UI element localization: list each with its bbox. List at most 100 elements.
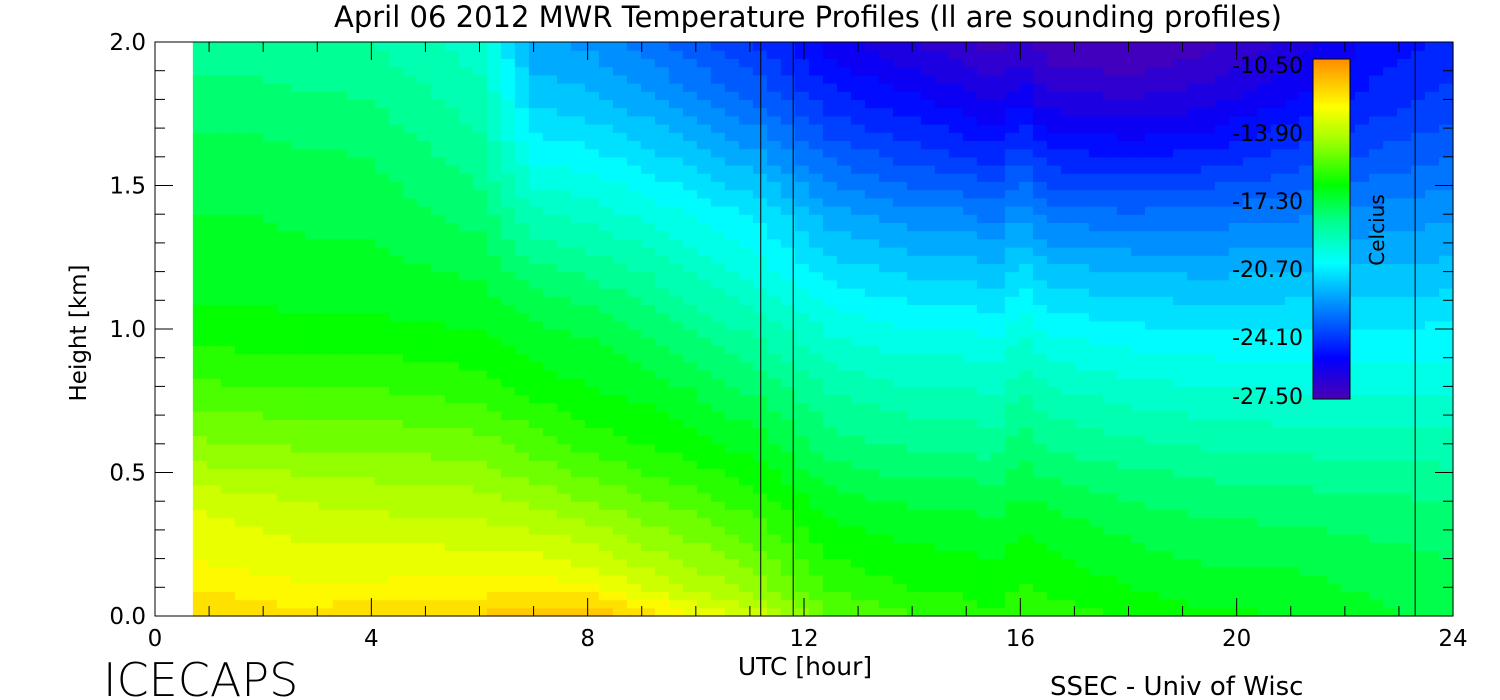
heatmap-cell <box>920 197 936 207</box>
heatmap-cell <box>1074 320 1090 330</box>
heatmap-cell <box>822 83 838 92</box>
heatmap-cell <box>836 386 852 396</box>
heatmap-cell <box>332 263 348 273</box>
heatmap-cell <box>1046 197 1062 207</box>
heatmap-cell <box>654 378 670 387</box>
heatmap-cell <box>1102 296 1118 305</box>
heatmap-cell <box>1172 427 1188 437</box>
heatmap-cell <box>892 132 908 141</box>
heatmap-cell <box>640 222 656 232</box>
heatmap-cell <box>584 468 600 478</box>
heatmap-cell <box>612 83 628 92</box>
heatmap-cell <box>1144 115 1160 125</box>
heatmap-cell <box>542 271 558 281</box>
heatmap-cell <box>276 197 292 207</box>
heatmap-cell <box>556 427 572 437</box>
heatmap-cell <box>892 534 908 543</box>
heatmap-cell <box>570 427 586 437</box>
heatmap-cell <box>1172 337 1188 346</box>
heatmap-cell <box>1116 402 1132 412</box>
heatmap-cell <box>514 419 530 428</box>
heatmap-cell <box>500 443 516 453</box>
heatmap-cell <box>458 66 474 76</box>
heatmap-cell <box>542 165 558 174</box>
heatmap-cell <box>500 66 516 76</box>
heatmap-cell <box>542 156 558 166</box>
heatmap-cell <box>682 484 698 494</box>
heatmap-cell <box>878 181 894 191</box>
heatmap-cell <box>780 329 796 338</box>
heatmap-cell <box>1158 206 1174 215</box>
heatmap-cell <box>486 165 502 174</box>
heatmap-cell <box>710 509 726 519</box>
heatmap-cell <box>1172 583 1188 592</box>
heatmap-cell <box>724 58 740 68</box>
heatmap-cell <box>556 443 572 453</box>
heatmap-cell <box>444 525 460 535</box>
heatmap-cell <box>500 402 516 412</box>
heatmap-cell <box>304 189 320 199</box>
heatmap-cell <box>556 558 572 568</box>
heatmap-cell <box>528 599 544 609</box>
heatmap-cell <box>500 296 516 305</box>
heatmap-cell <box>850 255 866 264</box>
heatmap-cell <box>906 575 922 584</box>
heatmap-cell <box>1004 501 1020 510</box>
heatmap-cell <box>416 345 432 355</box>
heatmap-cell <box>654 320 670 330</box>
heatmap-cell <box>318 156 334 166</box>
heatmap-cell <box>808 361 824 371</box>
heatmap-cell <box>752 304 768 314</box>
heatmap-cell <box>906 493 922 502</box>
heatmap-cell <box>794 91 810 100</box>
heatmap-cell <box>374 312 390 322</box>
heatmap-cell <box>1004 599 1020 609</box>
heatmap-cell <box>304 452 320 461</box>
heatmap-cell <box>472 99 488 109</box>
heatmap-cell <box>752 91 768 100</box>
heatmap-cell <box>262 378 278 387</box>
heatmap-cell <box>206 443 222 453</box>
heatmap-cell <box>808 74 824 84</box>
heatmap-cell <box>920 361 936 371</box>
heatmap-cell <box>402 263 418 273</box>
heatmap-cell <box>234 591 250 601</box>
heatmap-cell <box>234 337 250 346</box>
heatmap-cell <box>822 214 838 223</box>
heatmap-cell <box>766 74 782 84</box>
heatmap-cell <box>1158 443 1174 453</box>
heatmap-cell <box>248 99 264 109</box>
heatmap-cell <box>822 132 838 141</box>
heatmap-cell <box>500 140 516 150</box>
heatmap-cell <box>598 550 614 560</box>
heatmap-cell <box>276 140 292 150</box>
heatmap-cell <box>808 517 824 527</box>
heatmap-cell <box>584 181 600 191</box>
heatmap-cell <box>514 517 530 527</box>
heatmap-cell <box>1032 558 1048 568</box>
heatmap-cell <box>528 312 544 322</box>
heatmap-cell <box>654 279 670 289</box>
heatmap-cell <box>206 370 222 379</box>
heatmap-cell <box>220 501 236 510</box>
heatmap-cell <box>822 66 838 76</box>
heatmap-cell <box>1116 279 1132 289</box>
heatmap-cell <box>192 337 208 346</box>
heatmap-cell <box>276 107 292 117</box>
heatmap-cell <box>1186 566 1202 576</box>
heatmap-cell <box>668 320 684 330</box>
heatmap-cell <box>724 312 740 322</box>
heatmap-cell <box>626 361 642 371</box>
heatmap-cell <box>500 542 516 551</box>
heatmap-cell <box>1060 189 1076 199</box>
heatmap-cell <box>682 279 698 289</box>
heatmap-cell <box>948 42 964 51</box>
heatmap-cell <box>234 312 250 322</box>
heatmap-cell <box>1088 493 1104 502</box>
heatmap-cell <box>290 378 306 387</box>
heatmap-cell <box>696 124 712 133</box>
heatmap-cell <box>682 607 698 617</box>
heatmap-cell <box>766 378 782 387</box>
heatmap-cell <box>948 115 964 125</box>
heatmap-cell <box>430 312 446 322</box>
